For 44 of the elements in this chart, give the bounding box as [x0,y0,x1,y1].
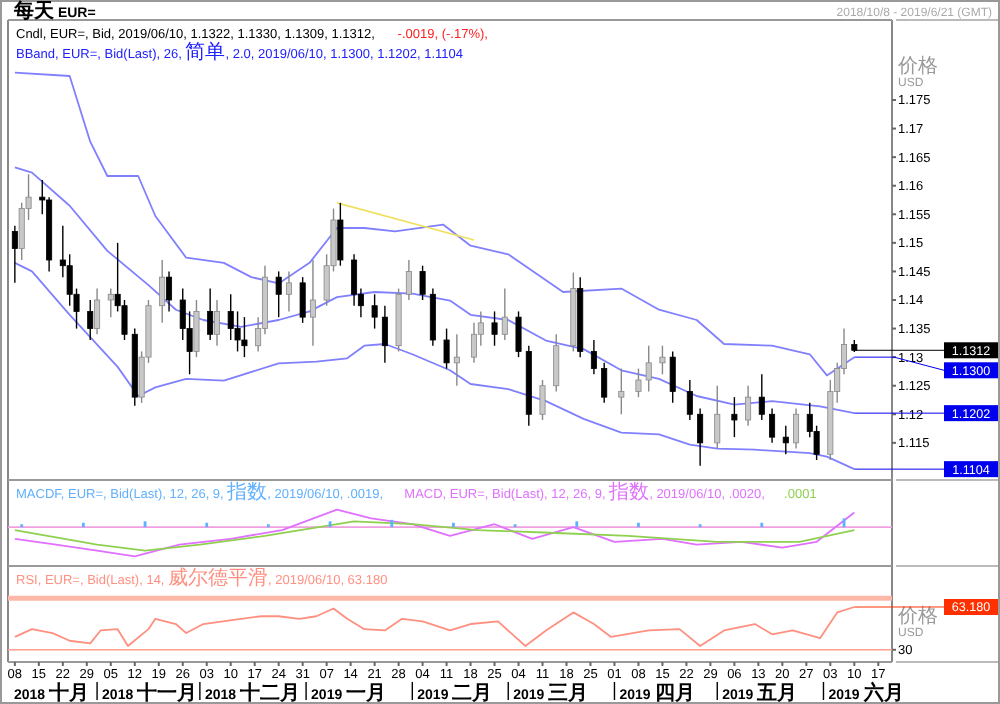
candlestick [601,362,608,404]
candlestick [731,396,738,438]
candlestick [714,385,721,450]
candlestick [793,407,800,450]
candlestick [285,270,292,313]
candlestick [697,407,704,467]
candlestick [405,259,412,301]
candlestick [241,316,248,358]
candlestick [745,385,752,427]
candlestick [299,276,306,324]
candlestick [107,287,114,318]
candlestick [769,407,776,444]
candlestick [758,373,765,421]
line-series [13,261,856,471]
line-series [13,71,856,377]
candlestick [553,333,560,393]
candlestick [309,259,316,347]
candlestick [381,305,388,364]
candlestick [207,287,214,341]
candlestick [453,333,460,387]
candlestick [515,310,522,358]
line-series [13,166,856,415]
candlestick [94,287,101,335]
candlestick [686,379,693,421]
candlestick [371,293,378,330]
candlestick [337,202,344,267]
candlestick [193,299,200,358]
candlestick [166,270,173,313]
candlestick [275,270,282,318]
candlestick [491,310,498,347]
candlestick [159,259,166,324]
candlestick [443,327,450,370]
candlestick [214,299,221,347]
candlestick [669,350,676,404]
candlestick [782,425,789,455]
candlestick [11,225,18,284]
candlestick [618,367,625,415]
candlestick [501,287,508,341]
candlestick [539,379,546,421]
candlestick [87,299,94,341]
candlestick [419,265,426,301]
candlestick [590,339,597,375]
candlestick [429,287,436,347]
candlestick [659,345,666,375]
